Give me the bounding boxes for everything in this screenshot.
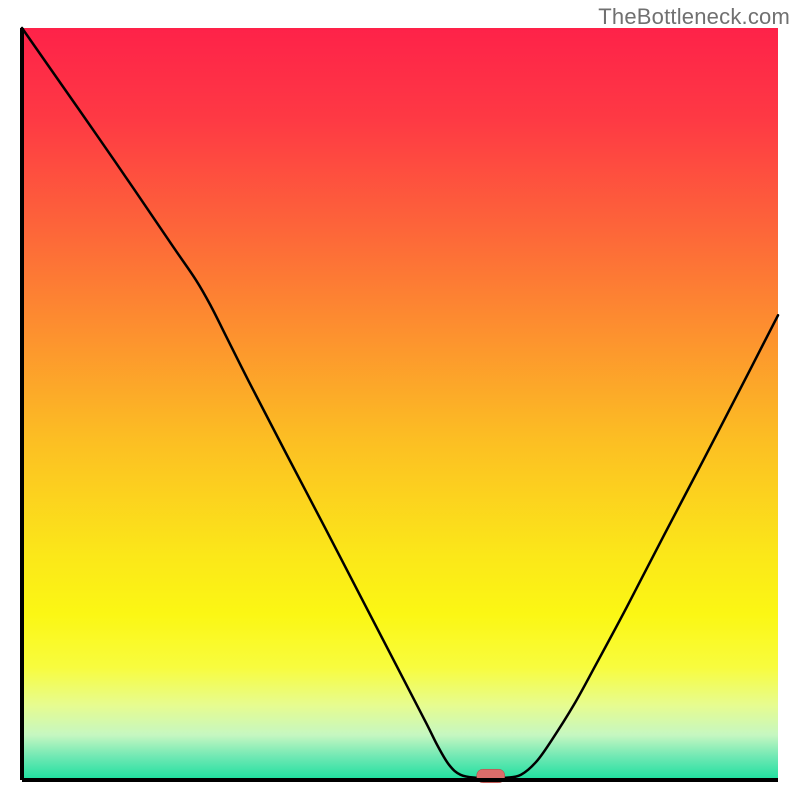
- gradient-background: [22, 28, 778, 780]
- bottleneck-chart: TheBottleneck.com: [0, 0, 800, 800]
- watermark-text: TheBottleneck.com: [598, 4, 790, 30]
- chart-svg: [0, 0, 800, 800]
